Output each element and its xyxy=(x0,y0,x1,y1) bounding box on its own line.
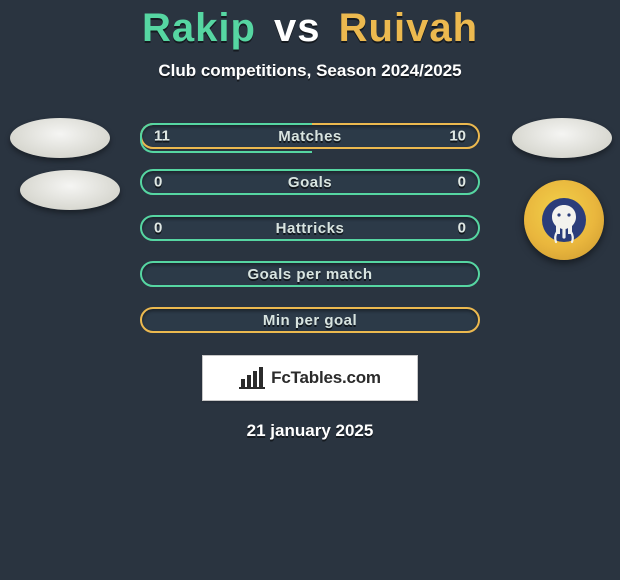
stat-row-matches: 11 Matches 10 xyxy=(140,123,480,149)
player2-name: Ruivah xyxy=(339,6,478,50)
subtitle: Club competitions, Season 2024/2025 xyxy=(0,61,620,81)
stat-left-value: 0 xyxy=(154,220,162,237)
stats-bars: 11 Matches 10 0 Goals 0 0 Hattricks 0 Go… xyxy=(0,123,620,333)
comparison-title: Rakip vs Ruivah xyxy=(0,0,620,51)
stat-label: Matches xyxy=(278,128,342,145)
stat-left-value: 11 xyxy=(154,128,170,145)
date-text: 21 january 2025 xyxy=(0,421,620,441)
stat-right-value: 0 xyxy=(458,174,466,191)
stat-row-goals: 0 Goals 0 xyxy=(140,169,480,195)
stat-row-hattricks: 0 Hattricks 0 xyxy=(140,215,480,241)
branding-box: FcTables.com xyxy=(202,355,418,401)
stat-row-goals-per-match: Goals per match xyxy=(140,261,480,287)
stat-right-value: 10 xyxy=(449,128,466,145)
bar-chart-icon xyxy=(239,367,265,389)
stat-label: Goals per match xyxy=(247,266,372,283)
player1-name: Rakip xyxy=(142,6,256,50)
stat-label: Hattricks xyxy=(276,220,345,237)
branding-text: FcTables.com xyxy=(271,368,381,388)
stat-right-value: 0 xyxy=(458,220,466,237)
stat-left-value: 0 xyxy=(154,174,162,191)
stat-row-min-per-goal: Min per goal xyxy=(140,307,480,333)
stat-label: Goals xyxy=(288,174,332,191)
stat-label: Min per goal xyxy=(263,312,357,329)
vs-separator: vs xyxy=(274,6,321,50)
